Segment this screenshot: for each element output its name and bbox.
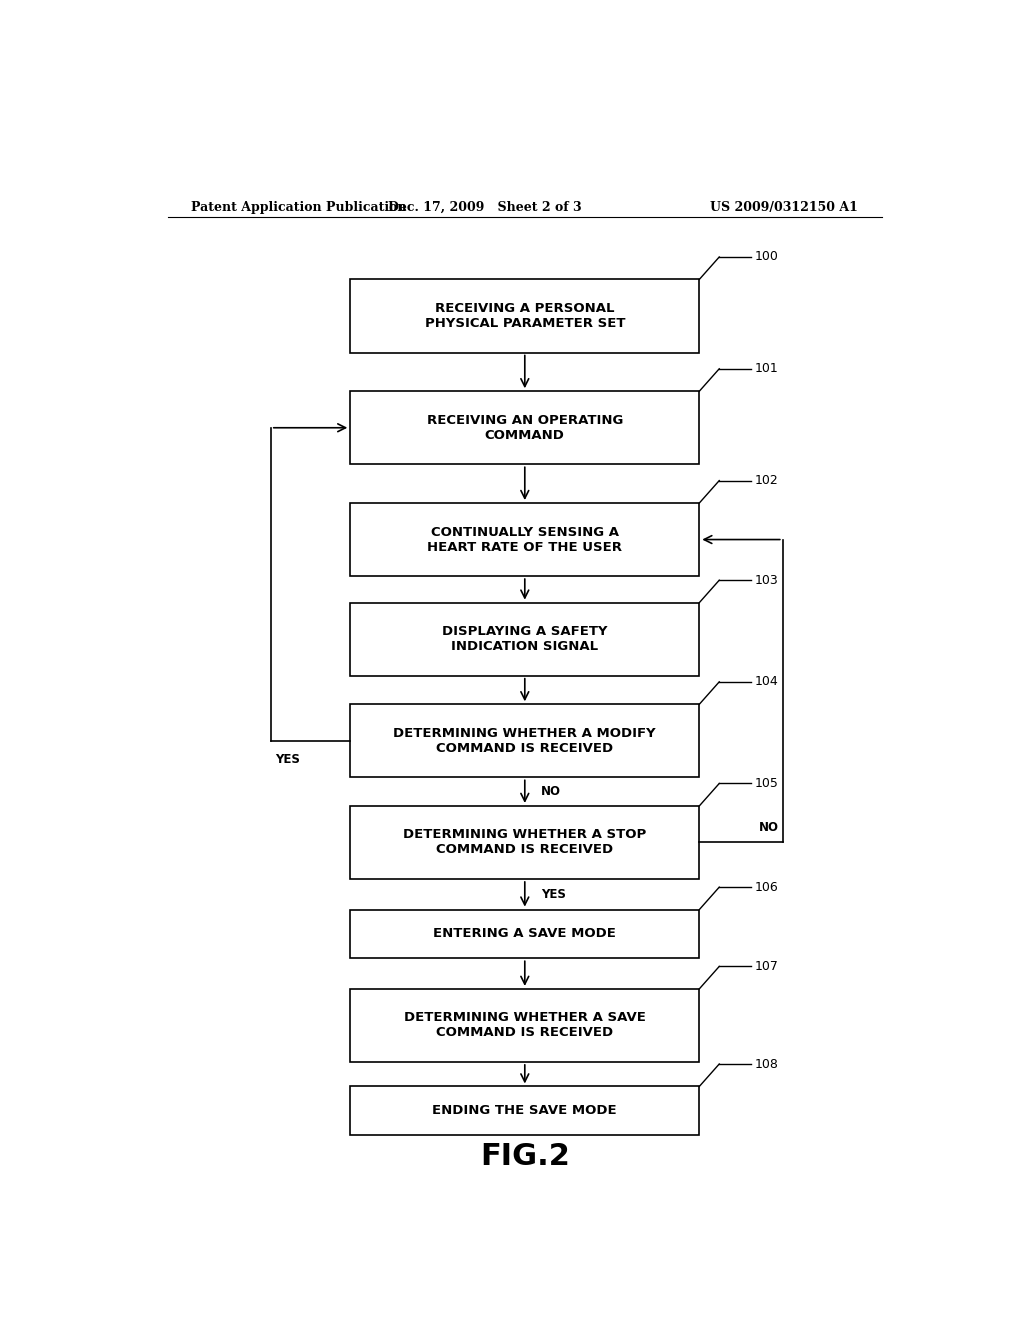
Text: 104: 104 xyxy=(755,676,778,688)
FancyBboxPatch shape xyxy=(350,909,699,958)
Text: YES: YES xyxy=(541,888,565,900)
FancyBboxPatch shape xyxy=(350,805,699,879)
Text: DETERMINING WHETHER A SAVE
COMMAND IS RECEIVED: DETERMINING WHETHER A SAVE COMMAND IS RE… xyxy=(403,1011,646,1039)
Text: 107: 107 xyxy=(755,960,779,973)
Text: 103: 103 xyxy=(755,574,778,586)
Text: CONTINUALLY SENSING A
HEART RATE OF THE USER: CONTINUALLY SENSING A HEART RATE OF THE … xyxy=(427,525,623,553)
FancyBboxPatch shape xyxy=(350,391,699,465)
Text: YES: YES xyxy=(274,752,300,766)
Text: FIG.2: FIG.2 xyxy=(480,1142,569,1171)
Text: 102: 102 xyxy=(755,474,778,487)
FancyBboxPatch shape xyxy=(350,602,699,676)
Text: NO: NO xyxy=(759,821,778,834)
Text: DETERMINING WHETHER A MODIFY
COMMAND IS RECEIVED: DETERMINING WHETHER A MODIFY COMMAND IS … xyxy=(393,727,656,755)
Text: DETERMINING WHETHER A STOP
COMMAND IS RECEIVED: DETERMINING WHETHER A STOP COMMAND IS RE… xyxy=(403,829,646,857)
Text: DISPLAYING A SAFETY
INDICATION SIGNAL: DISPLAYING A SAFETY INDICATION SIGNAL xyxy=(442,626,607,653)
FancyBboxPatch shape xyxy=(350,704,699,777)
Text: RECEIVING AN OPERATING
COMMAND: RECEIVING AN OPERATING COMMAND xyxy=(427,413,623,442)
Text: ENTERING A SAVE MODE: ENTERING A SAVE MODE xyxy=(433,928,616,940)
FancyBboxPatch shape xyxy=(350,1086,699,1135)
Text: 106: 106 xyxy=(755,880,778,894)
FancyBboxPatch shape xyxy=(350,503,699,576)
Text: Dec. 17, 2009   Sheet 2 of 3: Dec. 17, 2009 Sheet 2 of 3 xyxy=(388,201,582,214)
FancyBboxPatch shape xyxy=(350,989,699,1063)
Text: ENDING THE SAVE MODE: ENDING THE SAVE MODE xyxy=(432,1105,617,1117)
Text: 105: 105 xyxy=(755,777,779,789)
Text: RECEIVING A PERSONAL
PHYSICAL PARAMETER SET: RECEIVING A PERSONAL PHYSICAL PARAMETER … xyxy=(425,302,625,330)
Text: Patent Application Publication: Patent Application Publication xyxy=(191,201,407,214)
Text: NO: NO xyxy=(541,785,561,799)
FancyBboxPatch shape xyxy=(350,280,699,352)
Text: 101: 101 xyxy=(755,362,778,375)
Text: 108: 108 xyxy=(755,1057,779,1071)
Text: US 2009/0312150 A1: US 2009/0312150 A1 xyxy=(711,201,858,214)
Text: 100: 100 xyxy=(755,251,779,264)
